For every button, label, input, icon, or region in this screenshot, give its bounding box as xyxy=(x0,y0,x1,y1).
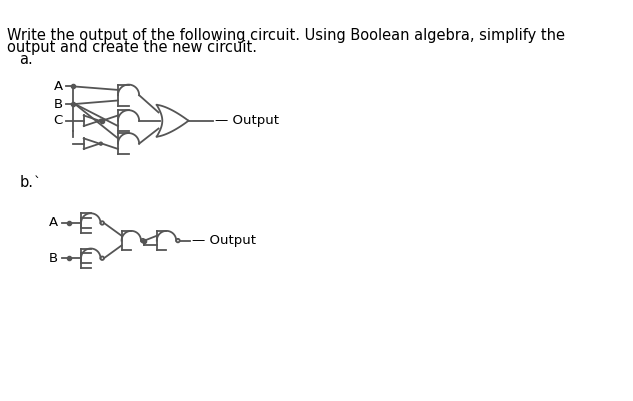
Text: a.: a. xyxy=(20,52,33,67)
Text: — Output: — Output xyxy=(192,234,256,247)
Text: B: B xyxy=(53,97,63,111)
Text: Write the output of the following circuit. Using Boolean algebra, simplify the: Write the output of the following circui… xyxy=(7,28,565,43)
Text: C: C xyxy=(53,114,63,127)
Text: b.: b. xyxy=(20,174,34,190)
Text: `: ` xyxy=(34,176,41,190)
Text: A: A xyxy=(49,217,58,229)
Text: output and create the new circuit.: output and create the new circuit. xyxy=(7,40,257,55)
Text: B: B xyxy=(49,252,58,265)
Text: — Output: — Output xyxy=(215,114,279,127)
Text: A: A xyxy=(53,80,63,93)
